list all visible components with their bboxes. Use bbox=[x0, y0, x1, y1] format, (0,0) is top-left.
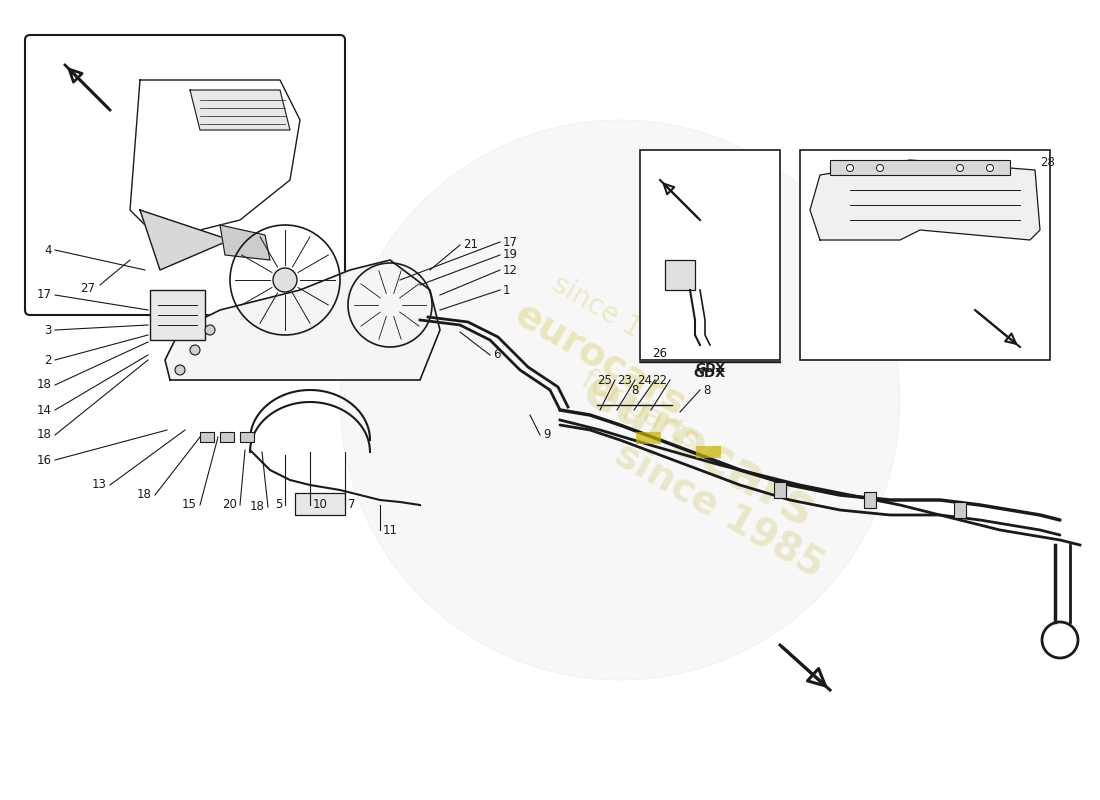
Bar bbox=[774, 482, 786, 498]
Text: 2: 2 bbox=[44, 354, 52, 366]
Text: 25: 25 bbox=[597, 374, 612, 386]
Text: eurocars: eurocars bbox=[574, 362, 825, 538]
Polygon shape bbox=[140, 210, 230, 270]
Bar bbox=[150, 290, 205, 340]
Text: 1: 1 bbox=[503, 283, 510, 297]
Text: 20: 20 bbox=[222, 498, 236, 511]
Bar bbox=[200, 432, 214, 442]
Text: 18: 18 bbox=[138, 489, 152, 502]
Text: 11: 11 bbox=[383, 523, 398, 537]
Text: 22: 22 bbox=[652, 374, 667, 386]
Text: 6: 6 bbox=[493, 349, 500, 362]
Text: 5: 5 bbox=[275, 498, 282, 511]
Text: 10: 10 bbox=[314, 498, 328, 511]
Text: eurocars: eurocars bbox=[508, 296, 692, 424]
FancyBboxPatch shape bbox=[25, 35, 345, 315]
Bar bbox=[220, 432, 234, 442]
Bar bbox=[666, 260, 695, 290]
Bar bbox=[295, 493, 345, 515]
Bar bbox=[954, 502, 966, 518]
Polygon shape bbox=[130, 80, 300, 240]
Text: 17: 17 bbox=[503, 235, 518, 249]
Text: 3: 3 bbox=[45, 323, 52, 337]
Circle shape bbox=[987, 165, 993, 171]
Text: 18: 18 bbox=[250, 501, 265, 514]
Text: 21: 21 bbox=[463, 238, 478, 251]
Text: 7: 7 bbox=[348, 498, 355, 511]
Polygon shape bbox=[810, 160, 1040, 240]
Polygon shape bbox=[220, 225, 270, 260]
Text: 8: 8 bbox=[631, 384, 639, 397]
Bar bbox=[696, 446, 720, 458]
Text: since 1985: since 1985 bbox=[608, 434, 832, 586]
Circle shape bbox=[957, 165, 964, 171]
Text: 9: 9 bbox=[543, 429, 550, 442]
Bar bbox=[800, 150, 1050, 360]
Bar bbox=[240, 432, 254, 442]
Text: 13: 13 bbox=[92, 478, 107, 491]
Text: 4: 4 bbox=[44, 243, 52, 257]
Circle shape bbox=[273, 268, 297, 292]
Bar bbox=[864, 492, 876, 508]
Polygon shape bbox=[190, 90, 290, 130]
Bar bbox=[830, 160, 1010, 175]
Text: 27: 27 bbox=[80, 282, 95, 294]
Text: 23: 23 bbox=[617, 374, 632, 386]
Bar bbox=[640, 150, 780, 360]
Text: GDX: GDX bbox=[694, 367, 726, 380]
Text: 12: 12 bbox=[503, 263, 518, 277]
Text: 19: 19 bbox=[503, 249, 518, 262]
Text: 28: 28 bbox=[1040, 155, 1055, 169]
Text: since 1985: since 1985 bbox=[548, 270, 693, 370]
Text: 8: 8 bbox=[703, 383, 711, 397]
Text: 17: 17 bbox=[37, 289, 52, 302]
Text: 18: 18 bbox=[37, 429, 52, 442]
Text: GDX: GDX bbox=[695, 362, 725, 375]
Text: for parts: for parts bbox=[576, 365, 704, 455]
Text: 14: 14 bbox=[37, 403, 52, 417]
Circle shape bbox=[175, 365, 185, 375]
Text: 26: 26 bbox=[652, 347, 668, 360]
Circle shape bbox=[340, 120, 900, 680]
Text: 16: 16 bbox=[37, 454, 52, 466]
Text: 15: 15 bbox=[183, 498, 197, 511]
Text: 24: 24 bbox=[637, 374, 652, 386]
Circle shape bbox=[205, 325, 214, 335]
Text: 18: 18 bbox=[37, 378, 52, 391]
Polygon shape bbox=[165, 260, 440, 380]
Circle shape bbox=[877, 165, 883, 171]
Circle shape bbox=[847, 165, 854, 171]
Bar bbox=[636, 432, 661, 444]
Circle shape bbox=[190, 345, 200, 355]
